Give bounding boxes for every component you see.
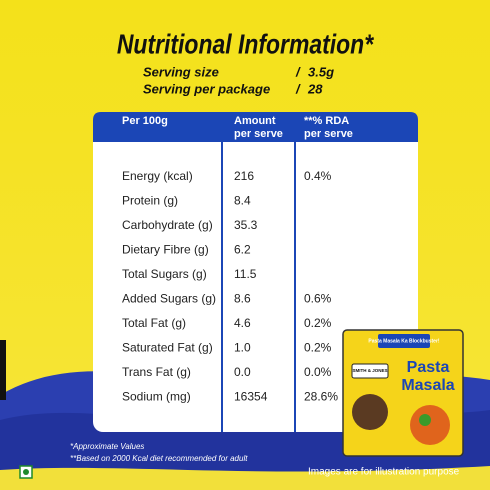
table-body	[93, 112, 418, 432]
package-banner	[378, 334, 430, 348]
amount-per-serve: 4.6	[234, 316, 251, 330]
nutrient-name: Protein (g)	[122, 194, 178, 208]
table-header-bg	[93, 112, 418, 142]
title: Nutritional Information*	[117, 29, 374, 60]
footnote: *Approximate Values	[70, 442, 144, 451]
rda-per-serve: 0.2%	[304, 316, 332, 330]
serving-separator: /	[295, 64, 301, 79]
nutrient-name: Saturated Fat (g)	[122, 341, 213, 355]
rda-per-serve: 0.4%	[304, 169, 332, 183]
package-tagline: Pasta Masala Ka Blockbuster!	[368, 338, 439, 344]
rda-per-serve: 28.6%	[304, 390, 338, 404]
nutrient-name: Sodium (mg)	[122, 390, 191, 404]
serving-value: 28	[307, 81, 323, 96]
amount-per-serve: 8.4	[234, 194, 251, 208]
amount-per-serve: 35.3	[234, 218, 258, 232]
product-package	[342, 329, 464, 457]
table-header: per serve	[234, 128, 283, 140]
table-header: **% RDA	[304, 115, 349, 127]
table-header: per serve	[304, 128, 353, 140]
rda-per-serve: 0.0%	[304, 365, 332, 379]
rda-per-serve: 0.6%	[304, 292, 332, 306]
nutrient-name: Total Fat (g)	[122, 316, 186, 330]
table-header: Per 100g	[122, 115, 168, 127]
package-food-detail	[419, 414, 431, 426]
table-header: Amount	[234, 115, 276, 127]
nutrient-name: Carbohydrate (g)	[122, 218, 213, 232]
amount-per-serve: 8.6	[234, 292, 251, 306]
package-figure	[352, 394, 388, 430]
amount-per-serve: 16354	[234, 390, 268, 404]
rda-per-serve: 0.2%	[304, 341, 332, 355]
serving-label: Serving size	[143, 64, 219, 79]
nutrient-name: Dietary Fibre (g)	[122, 243, 209, 257]
amount-per-serve: 216	[234, 169, 254, 183]
footnote: **Based on 2000 Kcal diet recommended fo…	[70, 454, 248, 463]
package-brand: SMITH & JONES	[352, 368, 387, 373]
edge-mark	[0, 340, 6, 400]
disclaimer: Images are for illustration purpose	[308, 467, 460, 478]
nutrient-name: Energy (kcal)	[122, 169, 193, 183]
package-name: Pasta	[407, 359, 450, 376]
serving-label: Serving per package	[143, 81, 270, 96]
bottom-strip	[0, 466, 490, 490]
veg-dot	[23, 469, 29, 475]
serving-value: 3.5g	[308, 64, 334, 79]
amount-per-serve: 11.5	[234, 267, 257, 281]
package-name: Masala	[401, 377, 454, 394]
amount-per-serve: 0.0	[234, 365, 251, 379]
amount-per-serve: 6.2	[234, 243, 251, 257]
nutrient-name: Total Sugars (g)	[122, 267, 207, 281]
package-logo	[351, 363, 389, 379]
nutrient-name: Trans Fat (g)	[122, 365, 191, 379]
nutrient-name: Added Sugars (g)	[122, 292, 216, 306]
package-food	[410, 405, 450, 445]
serving-separator: /	[295, 81, 301, 96]
amount-per-serve: 1.0	[234, 341, 251, 355]
